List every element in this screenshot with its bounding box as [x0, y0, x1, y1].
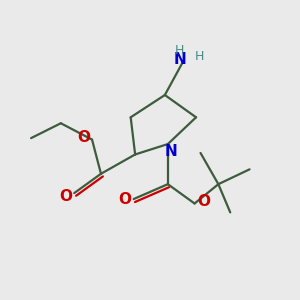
Text: H: H [175, 44, 184, 57]
Text: O: O [118, 191, 131, 206]
Text: N: N [164, 144, 177, 159]
Text: O: O [198, 194, 211, 208]
Text: O: O [77, 130, 90, 145]
Text: O: O [59, 189, 72, 204]
Text: H: H [194, 50, 204, 63]
Text: N: N [174, 52, 187, 67]
